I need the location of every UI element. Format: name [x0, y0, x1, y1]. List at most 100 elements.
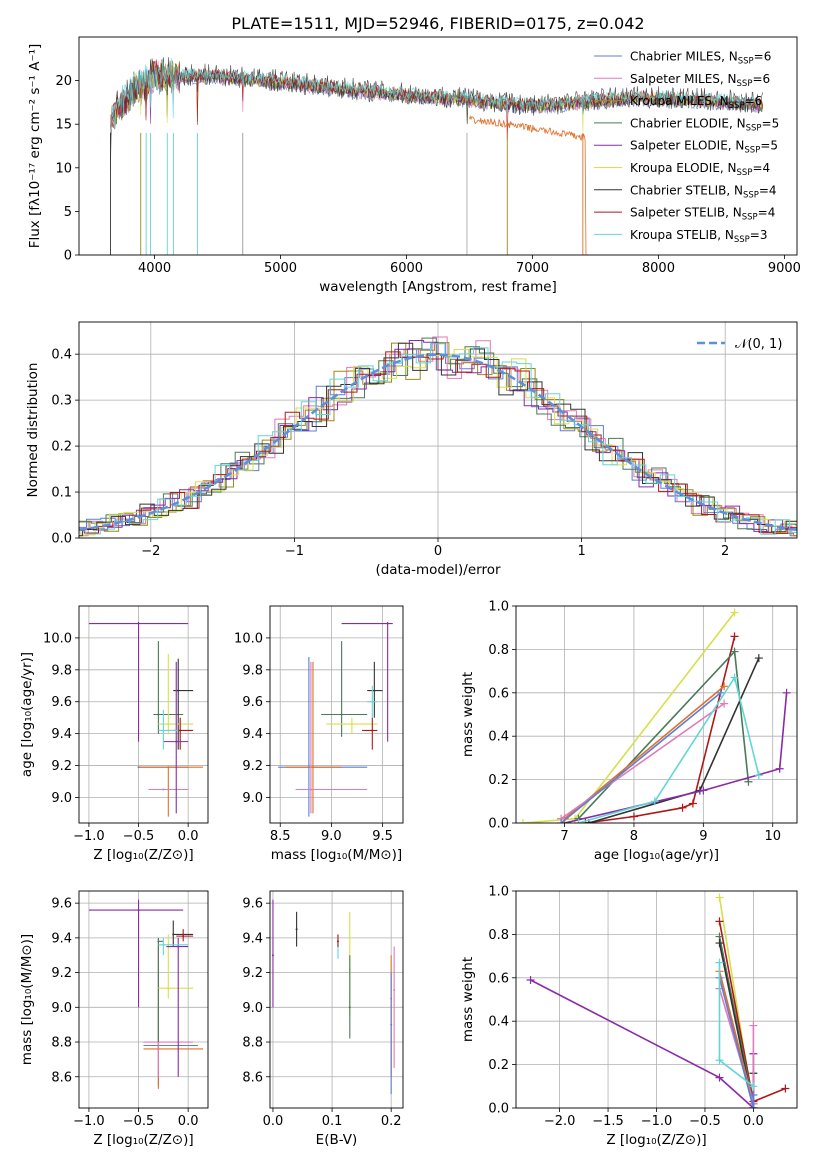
- legend-label: 𝒩(0, 1): [735, 337, 782, 352]
- normal-curve: [79, 353, 797, 532]
- x-axis-label: mass [log₁₀(M/M⊙)]: [271, 847, 402, 863]
- x-axis-label: wavelength [Angstrom, rest frame]: [319, 279, 557, 295]
- residuals-frame: [78, 321, 798, 539]
- plus-marker: [688, 799, 697, 808]
- legend-label-sub: SSP: [743, 190, 759, 200]
- y-axis-label: age [log₁₀(age/yr)]: [19, 652, 35, 777]
- y-axis-label: mass [log₁₀(M/M⊙)]: [19, 934, 35, 1065]
- y-tick-label: 9.6: [242, 695, 263, 710]
- x-tick-label: 0.2: [381, 1114, 402, 1129]
- legend-label-sub: SSP: [744, 146, 760, 156]
- data-point: [373, 689, 376, 692]
- plus-marker: [720, 699, 729, 708]
- plus-marker: [518, 819, 527, 823]
- y-tick-label: 8.8: [242, 1036, 263, 1051]
- plus-marker: [715, 939, 724, 948]
- x-axis-label: Z [log₁₀(Z/Z⊙)]: [606, 1132, 706, 1148]
- plus-marker: [730, 673, 739, 682]
- x-tick-label: 9.5: [372, 829, 393, 844]
- legend-label-sub: SSP: [729, 101, 745, 111]
- data-point: [350, 723, 353, 726]
- figure-title: PLATE=1511, MJD=52946, FIBERID=0175, z=0…: [231, 14, 644, 33]
- data-point: [157, 713, 160, 716]
- y-tick-label: 9.6: [51, 695, 72, 710]
- residual-histogram-2: [79, 336, 797, 537]
- y-tick-label: 10: [55, 161, 72, 176]
- plus-marker: [749, 1082, 758, 1091]
- plus-marker: [749, 1104, 758, 1108]
- y-tick-label: 1.0: [488, 600, 509, 615]
- x-tick-label: 9: [699, 829, 707, 844]
- y-tick-label: 9.2: [242, 759, 263, 774]
- y-tick-label: 9.6: [51, 897, 72, 912]
- spectrum-frame: [78, 36, 798, 256]
- x-tick-label: −0.5: [689, 1114, 721, 1129]
- mass_vs_Z-points: [88, 899, 204, 1089]
- plus-marker: [574, 819, 583, 823]
- mw_vs_age-lines: [518, 608, 791, 823]
- y-tick-label: 0.0: [488, 1102, 509, 1117]
- data-point: [167, 766, 170, 769]
- residual-histogram-6: [79, 349, 797, 536]
- mass-weight-series-3: [718, 936, 755, 1104]
- y-tick-label: 10.0: [43, 631, 72, 646]
- data-point: [162, 943, 165, 946]
- x-tick-label: 0.1: [322, 1114, 343, 1129]
- y-tick-label: 0.0: [51, 532, 72, 547]
- y-tick-label: 0.4: [488, 730, 509, 745]
- data-point: [390, 1023, 393, 1026]
- data-point: [177, 945, 180, 948]
- legend-label: Kroupa ELODIE, NSSP=4: [630, 161, 770, 178]
- age_vs_mass-points: [278, 621, 393, 817]
- y-tick-label: 9.0: [242, 791, 263, 806]
- x-tick-label: 0: [434, 544, 442, 559]
- y-tick-label: 9.4: [51, 931, 72, 946]
- data-point: [137, 622, 140, 625]
- x-tick-label: −0.5: [123, 1114, 155, 1129]
- x-tick-label: −1.0: [73, 829, 105, 844]
- age_vs_mass-frame: [269, 605, 404, 824]
- x-tick-label: 5000: [264, 261, 297, 276]
- x-tick-label: 10: [764, 829, 781, 844]
- mass_vs_ebv-axes: 0.0 0.1 0.2 8.6 8.8 9.0 9.2 9.4 9.6 E(B-V): [242, 891, 403, 1148]
- plus-marker: [699, 786, 708, 795]
- data-point: [137, 909, 140, 912]
- data-point: [182, 935, 185, 938]
- spectrum-series-8: [110, 59, 763, 142]
- y-tick-label: 9.2: [51, 759, 72, 774]
- data-point: [177, 689, 180, 692]
- mass-weight-series-7: [560, 702, 725, 820]
- plus-marker: [629, 812, 638, 821]
- legend-label-value: =4: [759, 183, 777, 197]
- plus-marker: [715, 917, 724, 926]
- mass-weight-series-4: [588, 657, 760, 823]
- plus-marker: [781, 1084, 790, 1093]
- plus-marker: [754, 654, 763, 663]
- data-point: [371, 729, 374, 732]
- residuals-legend: 𝒩(0, 1): [697, 337, 782, 352]
- mass-weight-series-8: [560, 692, 722, 823]
- y-tick-label: 9.0: [242, 1001, 263, 1016]
- y-tick-label: 9.6: [242, 897, 263, 912]
- legend-label-name: Salpeter MILES, N: [630, 72, 737, 86]
- x-tick-label: 0.0: [263, 1114, 284, 1129]
- y-tick-label: 9.2: [51, 966, 72, 981]
- x-tick-label: 0.0: [178, 829, 199, 844]
- plus-marker: [715, 1073, 724, 1082]
- x-tick-label: 8: [630, 829, 638, 844]
- data-point: [179, 729, 182, 732]
- data-point: [167, 723, 170, 726]
- data-point: [157, 940, 160, 943]
- plus-marker: [715, 1056, 724, 1065]
- data-point: [295, 928, 298, 931]
- plus-marker: [749, 1021, 758, 1030]
- spectrum-model-orange: [469, 115, 587, 255]
- age_vs_Z-points: [88, 621, 204, 817]
- data-point: [167, 987, 170, 990]
- legend-label-value: =3: [750, 228, 768, 242]
- legend-label-value: =5: [762, 116, 780, 130]
- residual-histogram-9: [79, 343, 797, 535]
- y-tick-label: 5: [64, 205, 72, 220]
- mass-weight-series-2: [585, 636, 736, 823]
